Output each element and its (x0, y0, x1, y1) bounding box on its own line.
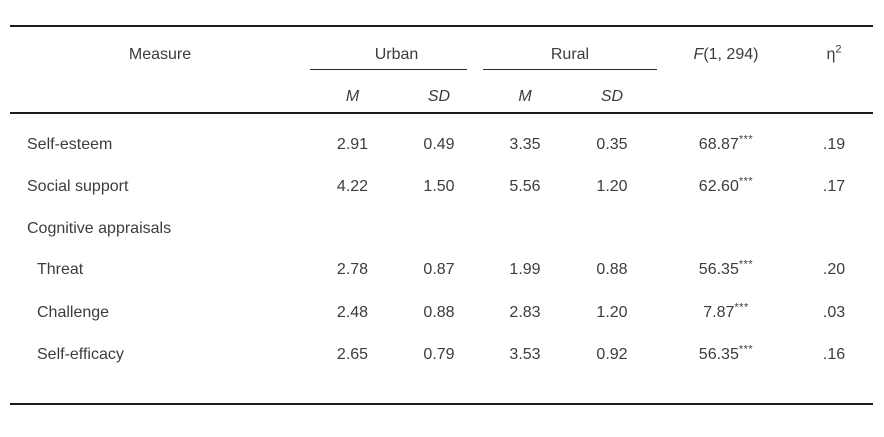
urban-sd-value: 0.88 (423, 304, 455, 321)
column-header-eta-squared: η2 (795, 44, 873, 66)
rural-mean-value: 3.53 (509, 346, 541, 363)
urban-group-underline (310, 69, 467, 70)
table-row: Challenge 2.48 0.88 2.83 1.20 7.87*** .0… (10, 302, 873, 324)
f-value: 56.35*** (698, 258, 754, 278)
table-row: Threat 2.78 0.87 1.99 0.88 56.35*** .20 (10, 259, 873, 281)
rural-mean-value: 5.56 (509, 178, 541, 195)
column-header-measure: Measure (128, 46, 192, 63)
rural-group-underline (483, 69, 657, 70)
table-row: Self-esteem 2.91 0.49 3.35 0.35 68.87***… (10, 134, 873, 156)
column-group-urban: Urban (374, 46, 419, 63)
urban-sd-value: 0.87 (423, 261, 455, 278)
table-bottom-rule (10, 403, 873, 405)
table-header-row: Measure Urban Rural F(1, 294) η2 (10, 44, 873, 66)
table-header-rule (10, 112, 873, 114)
f-symbol: F (693, 46, 704, 63)
f-value: 7.87*** (703, 301, 749, 321)
rural-sd-value: 0.35 (596, 136, 628, 153)
subheader-rural-sd: SD (600, 88, 624, 105)
row-label: Cognitive appraisals (27, 220, 172, 237)
row-label: Self-esteem (27, 136, 113, 153)
rural-sd-value: 0.88 (596, 261, 628, 278)
eta-squared-value: .17 (822, 178, 846, 195)
significance-stars: *** (738, 175, 754, 188)
urban-mean-value: 4.22 (336, 178, 369, 195)
rural-sd-value: 1.20 (596, 178, 628, 195)
urban-sd-value: 0.79 (423, 346, 455, 363)
significance-stars: *** (734, 301, 749, 314)
table-top-rule (10, 25, 873, 27)
rural-mean-value: 2.83 (509, 304, 541, 321)
rural-sd-value: 1.20 (596, 304, 628, 321)
table-row: Self-efficacy 2.65 0.79 3.53 0.92 56.35*… (10, 344, 873, 366)
table-row: Cognitive appraisals (10, 218, 873, 240)
row-label: Challenge (37, 304, 110, 321)
rural-mean-value: 3.35 (509, 136, 541, 153)
eta-squared-value: .19 (822, 136, 846, 153)
f-value: 56.35*** (698, 343, 754, 363)
row-label: Social support (27, 178, 129, 195)
table-subheader-row: M SD M SD (10, 86, 873, 108)
rural-sd-value: 0.92 (596, 346, 628, 363)
subheader-rural-mean: M (518, 88, 532, 105)
eta-squared-value: .20 (822, 261, 846, 278)
urban-mean-value: 2.78 (336, 261, 369, 278)
eta-squared-value: .16 (822, 346, 846, 363)
urban-sd-value: 0.49 (423, 136, 455, 153)
subheader-urban-mean: M (345, 88, 360, 105)
significance-stars: *** (738, 258, 754, 271)
urban-sd-value: 1.50 (423, 178, 455, 195)
eta-squared-value: .03 (822, 304, 846, 321)
urban-mean-value: 2.91 (336, 136, 369, 153)
row-label: Threat (37, 261, 84, 278)
urban-mean-value: 2.48 (336, 304, 369, 321)
eta-exponent: 2 (835, 43, 842, 56)
eta-symbol: η (826, 46, 836, 63)
column-group-rural: Rural (550, 46, 590, 63)
rural-mean-value: 1.99 (509, 261, 541, 278)
f-df: (1, 294) (703, 46, 759, 63)
subheader-urban-sd: SD (427, 88, 451, 105)
column-header-f-statistic: F(1, 294) (657, 44, 795, 66)
row-label: Self-efficacy (37, 346, 124, 363)
f-value: 62.60*** (698, 175, 754, 195)
f-value: 68.87*** (698, 133, 754, 153)
table-row: Social support 4.22 1.50 5.56 1.20 62.60… (10, 176, 873, 198)
significance-stars: *** (738, 133, 754, 146)
urban-mean-value: 2.65 (336, 346, 369, 363)
significance-stars: *** (738, 343, 754, 356)
